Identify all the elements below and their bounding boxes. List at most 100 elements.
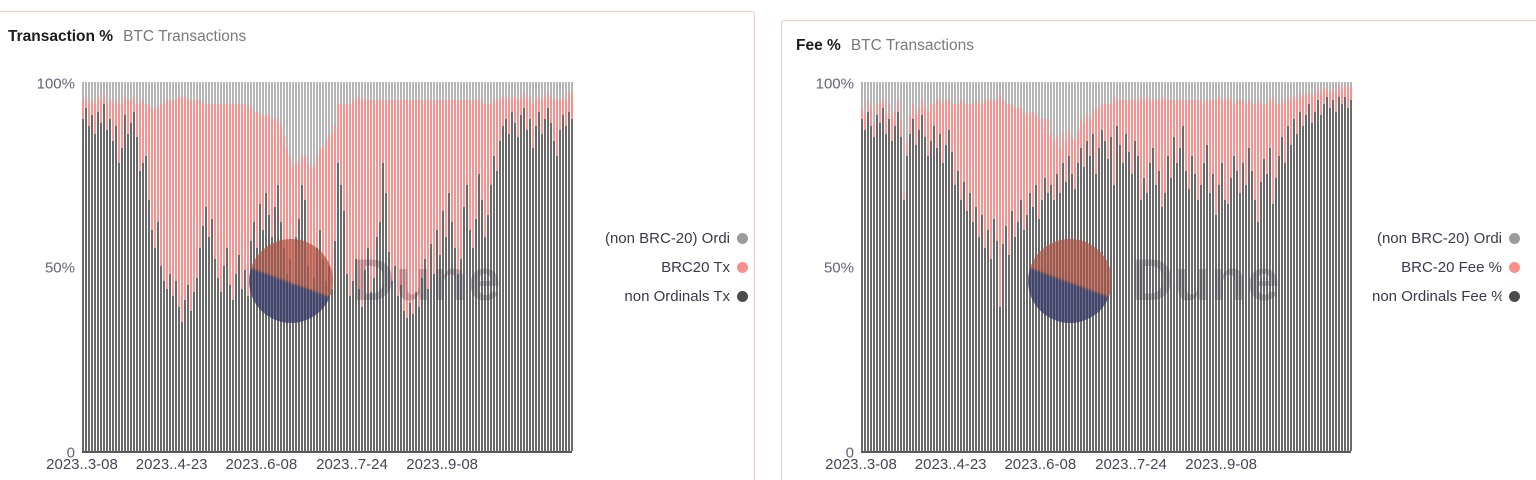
stacked-bar xyxy=(337,82,339,451)
stacked-bar xyxy=(139,82,141,451)
stacked-bar xyxy=(999,82,1001,451)
stacked-bar xyxy=(1266,82,1268,451)
legend-item-non-ordinals[interactable]: non Ordinals Tx xyxy=(572,288,748,305)
stacked-bar xyxy=(1311,82,1313,451)
stacked-bar xyxy=(208,82,210,451)
legend-item-brc20-fee[interactable]: BRC-20 Fee % xyxy=(1351,259,1520,276)
stacked-bar xyxy=(1113,82,1115,451)
stacked-bar xyxy=(502,82,504,451)
stacked-bar xyxy=(1323,82,1325,451)
stacked-bar xyxy=(1269,82,1271,451)
stacked-bar xyxy=(250,82,252,451)
stacked-bar xyxy=(870,82,872,451)
stacked-bar xyxy=(1224,82,1226,451)
stacked-bar xyxy=(82,82,84,451)
stacked-bar xyxy=(1332,82,1334,451)
stacked-bar xyxy=(460,82,462,451)
stacked-bar xyxy=(1260,82,1262,451)
stacked-bar xyxy=(1131,82,1133,451)
stacked-bar xyxy=(1092,82,1094,451)
stacked-bar xyxy=(1350,82,1352,451)
legend-item-ordinals[interactable]: (non BRC-20) Ordi xyxy=(1351,230,1520,247)
stacked-bar xyxy=(945,82,947,451)
stacked-bar xyxy=(412,82,414,451)
stacked-bar xyxy=(891,82,893,451)
stacked-bar xyxy=(1158,82,1160,451)
stacked-bar xyxy=(283,82,285,451)
stacked-bar xyxy=(325,82,327,451)
stacked-bar xyxy=(556,82,558,451)
stacked-bar xyxy=(529,82,531,451)
stacked-bar xyxy=(475,82,477,451)
stacked-bar xyxy=(88,82,90,451)
stacked-bar xyxy=(184,82,186,451)
chart-title: Transaction % xyxy=(8,28,114,45)
stacked-bar xyxy=(1293,82,1295,451)
stacked-bar xyxy=(1035,82,1037,451)
legend-dot-pink-icon xyxy=(1509,262,1520,273)
stacked-bar xyxy=(1176,82,1178,451)
stacked-bar xyxy=(1029,82,1031,451)
stacked-bar xyxy=(906,82,908,451)
stacked-bar xyxy=(1005,82,1007,451)
stacked-bar xyxy=(1215,82,1217,451)
stacked-bar-plot: Dune xyxy=(861,82,1352,453)
stacked-bar xyxy=(277,82,279,451)
stacked-bar xyxy=(97,82,99,451)
stacked-bar xyxy=(568,82,570,451)
legend-item-ordinals[interactable]: (non BRC-20) Ordi xyxy=(572,230,748,247)
y-axis: 100% 50% 0 xyxy=(796,76,861,462)
stacked-bar xyxy=(439,82,441,451)
stacked-bar xyxy=(100,82,102,451)
stacked-bar xyxy=(1047,82,1049,451)
stacked-bar xyxy=(286,82,288,451)
stacked-bar xyxy=(562,82,564,451)
stacked-bar xyxy=(160,82,162,451)
y-axis: 100% 50% 0 xyxy=(8,76,82,462)
stacked-bar xyxy=(1308,82,1310,451)
stacked-bar xyxy=(145,82,147,451)
stacked-bar xyxy=(1038,82,1040,451)
stacked-bar xyxy=(526,82,528,451)
stacked-bar xyxy=(918,82,920,451)
stacked-bar xyxy=(1110,82,1112,451)
stacked-bar xyxy=(1119,82,1121,451)
stacked-bar xyxy=(175,82,177,451)
stacked-bar xyxy=(505,82,507,451)
stacked-bar xyxy=(298,82,300,451)
stacked-bar xyxy=(1017,82,1019,451)
y-axis-label-100: 100% xyxy=(815,75,854,93)
stacked-bar xyxy=(340,82,342,451)
stacked-bar xyxy=(127,82,129,451)
stacked-bar xyxy=(1239,82,1241,451)
stacked-bar xyxy=(316,82,318,451)
stacked-bar xyxy=(427,82,429,451)
stacked-bar xyxy=(894,82,896,451)
stacked-bar xyxy=(1290,82,1292,451)
stacked-bar xyxy=(499,82,501,451)
legend-item-non-ordinals-fee[interactable]: non Ordinals Fee % xyxy=(1351,288,1520,305)
stacked-bar xyxy=(942,82,944,451)
stacked-bar xyxy=(142,82,144,451)
stacked-bar xyxy=(1200,82,1202,451)
stacked-bar xyxy=(211,82,213,451)
stacked-bar xyxy=(1305,82,1307,451)
stacked-bar xyxy=(1263,82,1265,451)
stacked-bar xyxy=(1314,82,1316,451)
stacked-bar xyxy=(1170,82,1172,451)
stacked-bar xyxy=(382,82,384,451)
stacked-bar xyxy=(921,82,923,451)
legend-item-brc20[interactable]: BRC20 Tx xyxy=(572,259,748,276)
stacked-bar xyxy=(1044,82,1046,451)
stacked-bar xyxy=(373,82,375,451)
stacked-bar xyxy=(535,82,537,451)
stacked-bar xyxy=(532,82,534,451)
stacked-bar xyxy=(912,82,914,451)
stacked-bar xyxy=(433,82,435,451)
stacked-bar xyxy=(289,82,291,451)
stacked-bar xyxy=(1098,82,1100,451)
legend-dot-dark-icon xyxy=(1509,291,1520,302)
stacked-bar xyxy=(1209,82,1211,451)
legend-dot-gray-icon xyxy=(737,233,748,244)
stacked-bar xyxy=(963,82,965,451)
